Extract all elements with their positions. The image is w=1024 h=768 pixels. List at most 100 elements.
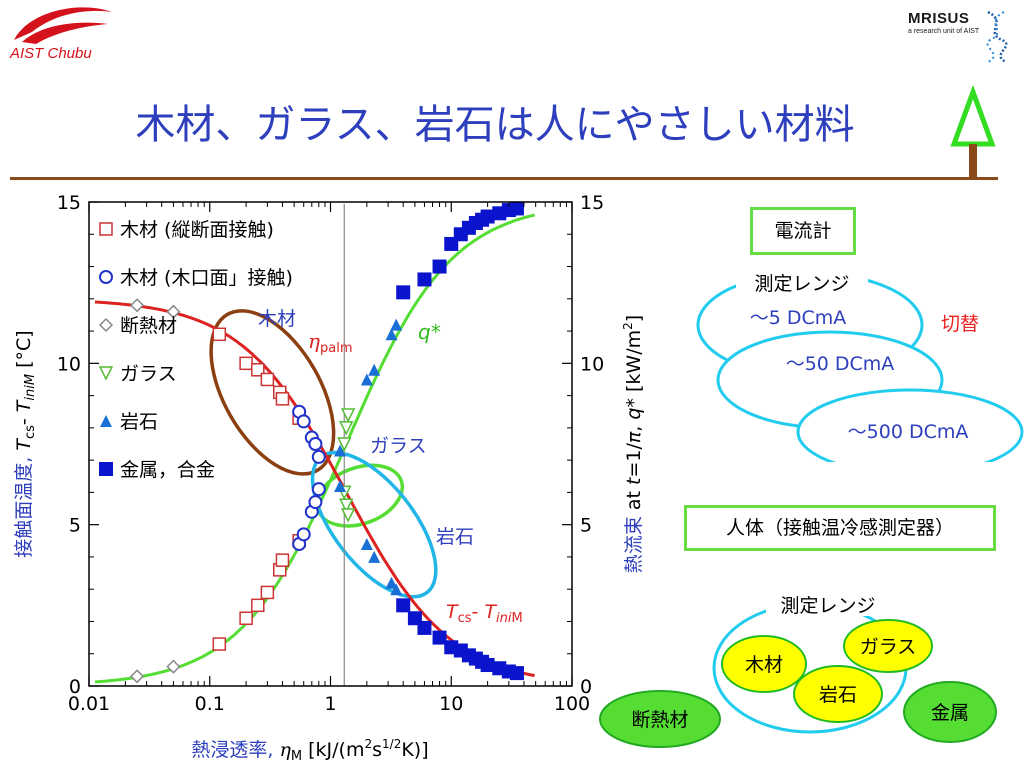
data-point (509, 666, 524, 681)
data-point (166, 659, 181, 674)
ammeter-box: 電流計 (750, 207, 856, 255)
y-left-tick-label: 5 (69, 515, 81, 537)
y-left-tick-label: 15 (57, 192, 81, 214)
logo-right-sub: a research unit of AIST (908, 28, 980, 35)
legend-marker (99, 270, 113, 284)
y-right-tick-label: 10 (580, 353, 604, 375)
tree-icon (950, 86, 996, 178)
range-diagram-top: 測定レンジ ～5 DCmA ～50 DCmA ～500 DCmA 切替 (696, 268, 1024, 462)
body-sensor-box: 人体（接触温冷感測定器） (684, 505, 996, 551)
data-point (239, 356, 253, 371)
y-right-tick-label: 5 (580, 515, 592, 537)
material-metal-label: 金属 (931, 702, 969, 724)
material-insulator-label: 断熱材 (631, 709, 688, 731)
logo-right-name: MRISUS (908, 10, 970, 27)
y-axis-right-label: 熱流束 at t=1/π, q* [kW/m2] (621, 315, 645, 573)
x-axis-label: 熱浸透率, ηM [kJ/(m2s1/2K)] (191, 737, 428, 764)
range-50: ～50 DCmA (786, 353, 895, 375)
legend-label: 金属，合金 (120, 459, 215, 481)
data-point (360, 373, 373, 386)
bottom-range-label-bg (766, 590, 890, 616)
data-point (296, 527, 311, 542)
data-point (308, 495, 323, 510)
data-point (396, 598, 411, 613)
data-point (360, 538, 373, 551)
range-ellipse-3 (796, 388, 1024, 462)
data-point (480, 209, 495, 224)
range-diagram-bottom: 測定レンジ ガラス 木材 岩石 断熱材 金属 (599, 590, 997, 748)
annotation-q-star: q* (418, 320, 441, 344)
data-point (311, 449, 326, 464)
x-tick-label: 0.1 (195, 693, 225, 715)
aist-chubu-logo: AIST Chubu (8, 2, 118, 64)
range-label-top: 測定レンジ (754, 273, 849, 295)
annotation-glass: ガラス (370, 435, 427, 457)
material-insulator (599, 690, 721, 748)
legend-marker (99, 462, 113, 476)
page-title: 木材、ガラス、岩石は人にやさしい材料 (135, 102, 855, 148)
data-point (308, 437, 323, 451)
data-point (339, 421, 354, 436)
legend-marker (100, 415, 112, 427)
annotation-rock: 岩石 (436, 526, 474, 548)
range-label-bottom: 測定レンジ (780, 595, 875, 617)
material-wood-label: 木材 (745, 654, 783, 676)
legend-marker (99, 222, 113, 236)
data-point (340, 508, 356, 523)
y-left-tick-label: 0 (69, 676, 81, 698)
data-point (340, 408, 356, 423)
point-layer (129, 201, 524, 684)
annotation-tcs: Tcs- TiniM (446, 601, 523, 626)
data-point (212, 637, 227, 651)
data-point (275, 553, 290, 567)
switch-label: 切替 (941, 313, 979, 335)
y-left-tick-label: 10 (57, 353, 81, 375)
data-point (251, 598, 265, 613)
annotation-eta-palm: ηpalm (308, 329, 352, 356)
data-point (260, 585, 275, 600)
ellipse-wood (209, 309, 336, 476)
x-tick-label: 10 (439, 693, 463, 715)
legend-marker (98, 366, 114, 381)
data-point (337, 437, 352, 452)
data-point (390, 318, 403, 331)
data-point (417, 620, 432, 635)
aist-swoosh-icon (14, 7, 112, 44)
data-point (368, 363, 381, 376)
mrisus-logo: MRISUS a research unit of AIST (908, 6, 1012, 66)
x-tick-label: 1 (324, 693, 336, 715)
range-5: ～5 DCmA (750, 307, 847, 329)
material-wood (721, 635, 807, 693)
y-right-tick-label: 15 (580, 192, 604, 214)
data-point (432, 630, 447, 645)
data-point (339, 498, 354, 513)
y-right-tick-label: 0 (580, 676, 592, 698)
data-point (390, 583, 403, 596)
data-point (260, 372, 275, 387)
data-point (480, 658, 495, 673)
data-point (417, 272, 432, 287)
material-glass-label: ガラス (860, 636, 917, 658)
data-point (239, 611, 253, 625)
data-point (509, 201, 524, 216)
data-point (296, 414, 311, 429)
logo-left-text: AIST Chubu (10, 45, 92, 62)
legend-marker (98, 317, 114, 333)
annotation-wood: 木材 (258, 308, 296, 330)
data-point (368, 550, 381, 563)
data-point (385, 328, 398, 341)
data-point (385, 576, 398, 589)
data-point (396, 285, 411, 300)
data-point (166, 304, 181, 319)
legend-label: 断熱材 (120, 315, 177, 337)
data-point (275, 392, 290, 406)
data-point (334, 479, 347, 492)
material-glass (843, 619, 933, 673)
legend-label: 木材 (縦断面接触) (120, 219, 274, 241)
legend-label: 木材 (木口面」接触) (120, 267, 293, 289)
title-divider (10, 177, 998, 180)
legend-label: 岩石 (120, 411, 158, 433)
